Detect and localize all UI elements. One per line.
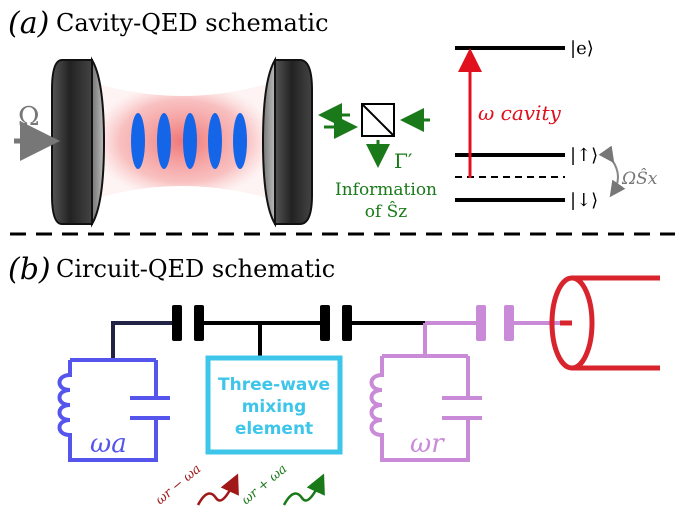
atom: [208, 113, 222, 169]
circuit-wires: [111, 321, 560, 360]
omega-r-label: ωr: [410, 429, 445, 459]
atom: [183, 113, 197, 169]
coupling-capacitor-2: [320, 305, 352, 341]
sz-label: of Ŝz: [365, 201, 408, 222]
right-mirror: [261, 56, 313, 228]
ket-down: |↓⟩: [570, 190, 598, 211]
mixer-line-2: mixing: [242, 397, 307, 417]
readout-arrows: [318, 103, 430, 168]
omega-cavity-label: ω cavity: [478, 101, 562, 125]
panel-b-title: Circuit-QED schematic: [56, 255, 335, 283]
ket-up: |↑⟩: [570, 145, 598, 166]
panel-a-label: (a): [8, 6, 49, 41]
omega-a-label: ωa: [90, 429, 127, 459]
sum-frequency-label: ωr + ωa: [239, 462, 290, 508]
coupling-arrow: [598, 145, 626, 198]
resonator-lc-circuit: [369, 354, 482, 462]
ket-e: |e⟩: [570, 38, 594, 59]
coupling-label: ΩŜx: [621, 168, 658, 189]
sum-frequency-signal: [282, 473, 325, 506]
atom: [131, 113, 145, 169]
coupling-capacitor-1: [172, 305, 204, 341]
trapped-atoms: [131, 113, 247, 169]
qubit-lc-circuit: [57, 358, 170, 462]
three-wave-mixing-element: [205, 355, 343, 455]
difference-frequency-label: ωr − ωa: [153, 462, 204, 508]
mixer-line-3: element: [235, 419, 313, 439]
output-transmission-line: [549, 275, 660, 371]
mixer-line-1: Three-wave: [218, 375, 330, 395]
beamsplitter: [361, 103, 395, 137]
gamma-prime-label: Γ′: [394, 149, 413, 173]
atom: [157, 113, 171, 169]
output-capacitor: [476, 305, 514, 341]
left-mirror: [51, 56, 106, 228]
difference-frequency-signal: [196, 473, 239, 506]
atom: [233, 113, 247, 169]
drive-omega: Ω: [18, 102, 40, 132]
panel-b-label: (b): [8, 252, 51, 287]
panel-a-title: Cavity-QED schematic: [56, 9, 329, 37]
information-label: Information: [335, 180, 437, 200]
